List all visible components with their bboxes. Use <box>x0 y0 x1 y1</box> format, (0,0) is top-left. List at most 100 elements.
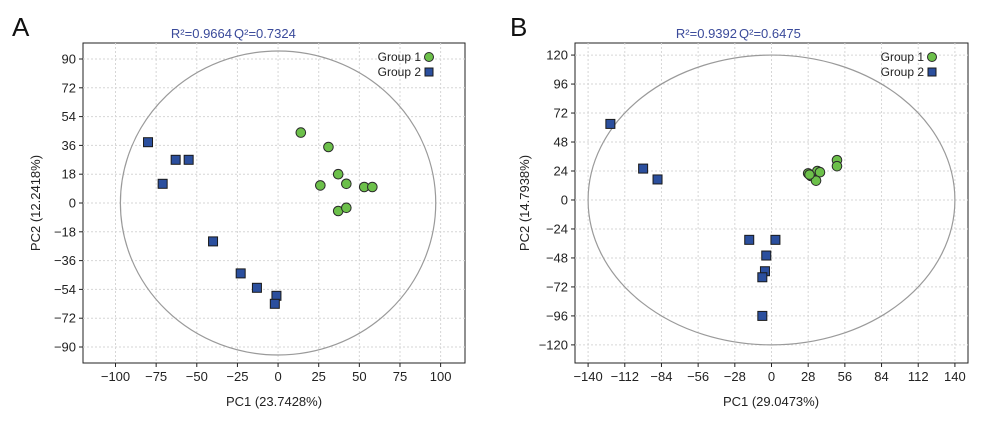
y-tick-label: −96 <box>546 308 568 323</box>
data-point-group2 <box>157 178 168 189</box>
x-ticks: −100 −75 −50 −25 0 25 50 75 100 <box>101 363 451 384</box>
x-tick-label: −100 <box>101 369 130 384</box>
data-point-group1 <box>831 160 843 172</box>
data-point-group1 <box>323 141 334 153</box>
confidence-ellipse <box>119 50 437 356</box>
legend-marker-circle <box>927 52 937 62</box>
x-ticks: −140 −112 −84 −56 −28 0 28 56 84 112 140 <box>573 363 966 384</box>
x-tick-label: 28 <box>801 369 815 384</box>
ellipse-outline <box>119 50 437 356</box>
y-tick-label: 96 <box>554 77 568 92</box>
x-tick-label: 140 <box>944 369 966 384</box>
y-tick-label: 18 <box>62 167 76 182</box>
y-tick-label: −24 <box>546 221 568 236</box>
q2-label: Q²=0.7324 <box>234 26 296 41</box>
x-axis-label: PC1 (29.0473%) <box>723 394 819 409</box>
panel-a: A R²=0.9664 Q²=0.7324 −100 −75 −50 −25 0 25 50… <box>12 12 466 409</box>
y-tick-label: −36 <box>54 253 76 268</box>
x-tick-label: −56 <box>687 369 709 384</box>
y-tick-label: 72 <box>62 80 76 95</box>
data-point-group2 <box>251 282 262 293</box>
data-point-group1 <box>814 166 826 178</box>
panel-letter: B <box>510 12 527 42</box>
data-point-group2 <box>269 298 280 309</box>
data-point-group2 <box>170 154 181 165</box>
y-tick-label: −54 <box>54 282 76 297</box>
legend-marker-square <box>927 67 937 77</box>
legend-label: Group 1 <box>881 50 925 64</box>
y-tick-label: 120 <box>546 48 568 63</box>
data-point-group2 <box>770 234 781 245</box>
y-tick-label: 36 <box>62 138 76 153</box>
data-point-group2 <box>605 118 616 129</box>
y-tick-label: −72 <box>546 279 568 294</box>
data-points <box>605 118 843 321</box>
legend-marker-square <box>424 67 434 77</box>
data-point-group2 <box>757 310 768 321</box>
x-tick-label: 25 <box>311 369 325 384</box>
data-point-group1 <box>341 178 352 190</box>
x-tick-label: 112 <box>908 369 929 384</box>
data-point-group2 <box>208 236 219 247</box>
data-point-group1 <box>367 181 378 193</box>
x-tick-label: −25 <box>226 369 248 384</box>
x-tick-label: 0 <box>768 369 775 384</box>
y-ticks: 120 96 72 48 24 0 −24 −48 −72 −96 −120 <box>539 48 575 352</box>
data-point-group2 <box>638 163 649 174</box>
x-tick-label: −112 <box>611 369 639 384</box>
y-tick-label: 48 <box>554 135 568 150</box>
confidence-ellipse <box>587 54 956 346</box>
x-tick-label: 84 <box>874 369 888 384</box>
x-tick-label: 50 <box>352 369 366 384</box>
data-point-group2 <box>183 154 194 165</box>
legend-label: Group 2 <box>378 65 422 79</box>
data-point-group1 <box>332 168 344 180</box>
data-point-group1 <box>341 202 352 214</box>
data-points <box>143 127 378 309</box>
data-point-group2 <box>235 268 246 279</box>
data-point-group1 <box>804 169 815 180</box>
data-point-group2 <box>757 272 768 283</box>
data-point-group2 <box>761 250 772 261</box>
x-tick-label: −28 <box>724 369 746 384</box>
data-point-group1 <box>295 127 307 138</box>
legend-label: Group 2 <box>881 65 925 79</box>
y-tick-label: 24 <box>554 164 568 179</box>
y-tick-label: −120 <box>539 337 568 352</box>
legend-label: Group 1 <box>378 50 422 64</box>
x-tick-label: −140 <box>573 369 602 384</box>
x-tick-label: −50 <box>186 369 208 384</box>
data-point-group1 <box>315 180 326 191</box>
x-tick-label: 75 <box>393 369 407 384</box>
panel-letter: A <box>12 12 30 42</box>
y-tick-label: 90 <box>62 52 76 67</box>
y-tick-label: −48 <box>546 250 568 265</box>
y-tick-label: 0 <box>69 196 76 211</box>
gridlines <box>575 43 968 363</box>
y-tick-label: −18 <box>54 224 76 239</box>
q2-label: Q²=0.6475 <box>739 26 801 41</box>
x-tick-label: −84 <box>650 369 672 384</box>
y-axis-label: PC2 (14.7938%) <box>517 155 532 251</box>
data-point-group1 <box>810 175 822 186</box>
y-tick-label: −72 <box>54 311 76 326</box>
data-point-group2 <box>143 137 154 148</box>
data-point-group2 <box>652 174 663 185</box>
y-axis-label: PC2 (12.2418%) <box>28 155 43 251</box>
y-tick-label: 54 <box>62 109 76 124</box>
x-axis-label: PC1 (23.7428%) <box>226 394 322 409</box>
y-ticks: 90 72 54 36 18 0 −18 −36 −54 −72 −90 <box>54 52 83 355</box>
data-point-group2 <box>744 234 755 245</box>
y-tick-label: −90 <box>54 340 76 355</box>
legend-marker-circle <box>424 52 434 62</box>
x-tick-label: 0 <box>274 369 281 384</box>
y-tick-label: 72 <box>554 106 568 121</box>
x-tick-label: 56 <box>838 369 852 384</box>
r2-label: R²=0.9392 <box>676 26 737 41</box>
gridlines <box>83 43 465 363</box>
panel-b: B R²=0.9392 Q²=0.6475 −140 −112 −84 −56 −28 0… <box>510 12 969 409</box>
